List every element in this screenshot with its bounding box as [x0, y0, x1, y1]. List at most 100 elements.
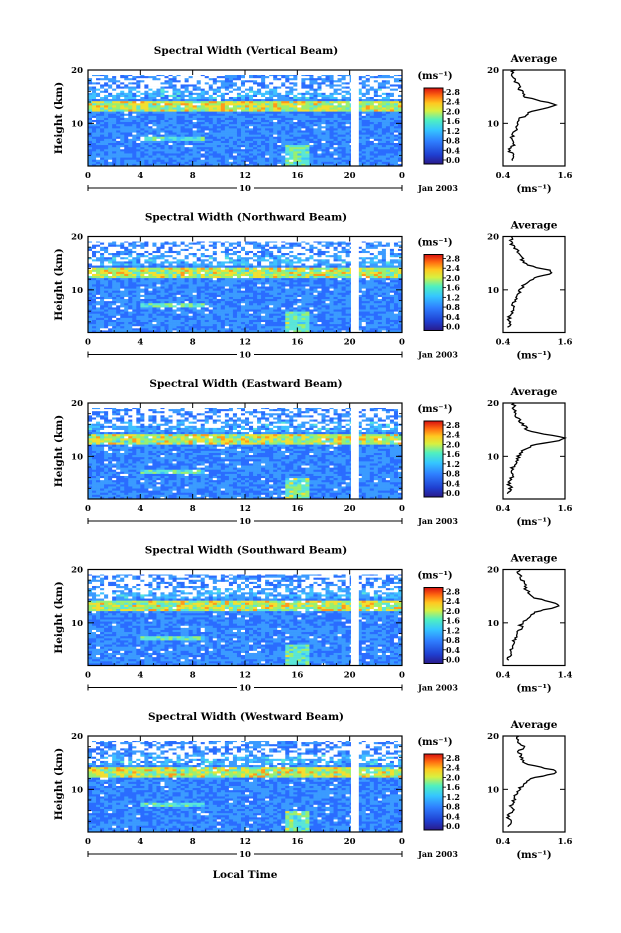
heatmap-cell	[132, 93, 136, 95]
heatmap-cell	[334, 120, 338, 122]
heatmap-cell	[156, 76, 160, 78]
heatmap-cell	[120, 87, 124, 89]
heatmap-cell	[193, 107, 197, 109]
heatmap-cell	[164, 259, 168, 261]
heatmap-cell	[277, 82, 281, 84]
heatmap-cell	[257, 82, 261, 84]
heatmap-cell	[289, 82, 293, 84]
heatmap-cell	[156, 87, 160, 89]
heatmap-cell	[185, 251, 189, 253]
heatmap-cell	[326, 247, 330, 249]
heatmap-cell	[346, 124, 350, 126]
heatmap-cell	[88, 137, 92, 139]
heatmap-cell	[164, 137, 168, 139]
heatmap-cell	[241, 261, 245, 263]
heatmap-cell	[169, 141, 173, 143]
heatmap-cell	[269, 158, 273, 160]
heatmap-cell	[209, 251, 213, 253]
heatmap-cell	[217, 114, 221, 116]
heatmap-cell	[140, 107, 144, 109]
heatmap-cell	[301, 80, 305, 82]
heatmap-cell	[326, 160, 330, 162]
heatmap-cell	[100, 137, 104, 139]
heatmap-cell	[221, 274, 225, 276]
heatmap-cell	[249, 251, 253, 253]
heatmap-cell	[326, 116, 330, 118]
heatmap-cell	[281, 82, 285, 84]
heatmap-cell	[221, 130, 225, 132]
heatmap-cell	[160, 124, 164, 126]
heatmap-cell	[193, 147, 197, 149]
heatmap-cell	[156, 149, 160, 151]
heatmap-cell	[277, 137, 281, 139]
heatmap-cell	[269, 243, 273, 245]
heatmap-cell	[374, 112, 378, 114]
heatmap-cell	[96, 84, 100, 86]
heatmap-cell	[209, 145, 213, 147]
heatmap-cell	[92, 76, 96, 78]
heatmap-cell	[346, 89, 350, 91]
heatmap-cell	[374, 118, 378, 120]
heatmap-cell	[193, 270, 197, 272]
heatmap-cell	[386, 268, 390, 270]
heatmap-cell	[285, 162, 289, 164]
heatmap-cell	[261, 257, 265, 259]
heatmap-cell	[261, 82, 265, 84]
heatmap-cell	[374, 151, 378, 153]
heatmap-cell	[100, 145, 104, 147]
heatmap-cell	[297, 80, 301, 82]
heatmap-cell	[394, 105, 398, 107]
heatmap-cell	[265, 272, 269, 274]
heatmap-cell	[197, 160, 201, 162]
heatmap-cell	[96, 99, 100, 101]
heatmap-cell	[104, 124, 108, 126]
heatmap-cell	[140, 276, 144, 278]
heatmap-cell	[241, 253, 245, 255]
heatmap-cell	[108, 107, 112, 109]
heatmap-cell	[301, 116, 305, 118]
heatmap-cell	[289, 97, 293, 99]
heatmap-cell	[285, 103, 289, 105]
y-axis-label: Height (km)	[53, 82, 65, 154]
heatmap-cell	[96, 270, 100, 272]
heatmap-cell	[148, 243, 152, 245]
heatmap-cell	[164, 107, 168, 109]
heatmap-cell	[269, 141, 273, 143]
heatmap-cell	[221, 139, 225, 141]
heatmap-cell	[378, 82, 382, 84]
heatmap-cell	[112, 247, 116, 249]
heatmap-cell	[88, 151, 92, 153]
heatmap-cell	[293, 82, 297, 84]
heatmap-cell	[289, 145, 293, 147]
heatmap-cell	[366, 95, 370, 97]
heatmap-cell	[201, 118, 205, 120]
heatmap-cell	[261, 97, 265, 99]
heatmap-cell	[334, 118, 338, 120]
heatmap-cell	[140, 261, 144, 263]
heatmap-cell	[305, 76, 309, 78]
heatmap-cell	[394, 114, 398, 116]
heatmap-cell	[140, 101, 144, 103]
heatmap-cell	[136, 76, 140, 78]
heatmap-cell	[265, 76, 269, 78]
heatmap-cell	[112, 118, 116, 120]
heatmap-cell	[197, 84, 201, 86]
heatmap-cell	[265, 91, 269, 93]
heatmap-cell	[160, 276, 164, 278]
heatmap-cell	[317, 80, 321, 82]
heatmap-cell	[205, 270, 209, 272]
heatmap-cell	[197, 89, 201, 91]
heatmap-cell	[273, 103, 277, 105]
heatmap-cell	[144, 243, 148, 245]
heatmap-cell	[382, 145, 386, 147]
heatmap-cell	[301, 247, 305, 249]
heatmap-cell	[169, 103, 173, 105]
heatmap-cell	[309, 147, 313, 149]
heatmap-cell	[285, 264, 289, 266]
heatmap-cell	[108, 116, 112, 118]
heatmap-cell	[108, 255, 112, 257]
heatmap-cell	[173, 259, 177, 261]
heatmap-cell	[164, 135, 168, 137]
heatmap-cell	[185, 82, 189, 84]
heatmap-cell	[261, 145, 265, 147]
